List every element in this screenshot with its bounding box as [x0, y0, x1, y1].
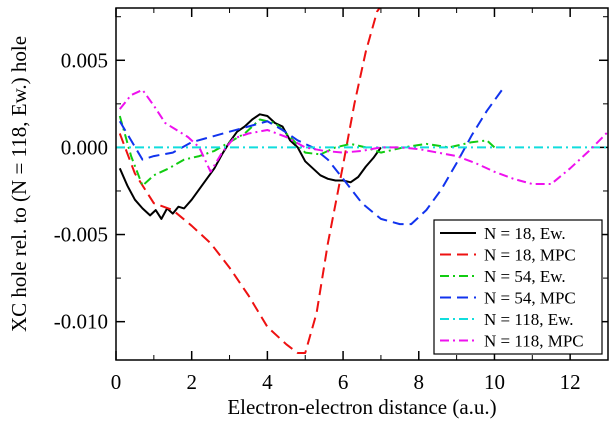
legend-label-6: N = 118, MPC — [484, 332, 584, 351]
series-line-6 — [119, 88, 608, 185]
y-tick-label: -0.010 — [54, 310, 108, 334]
series-line-3 — [118, 115, 496, 187]
legend-box — [433, 219, 603, 355]
x-tick-label: 10 — [484, 370, 505, 394]
x-tick-label: 6 — [338, 370, 349, 394]
x-tick-label: 12 — [560, 370, 581, 394]
series-line-4 — [118, 89, 503, 226]
x-tick-label: 0 — [111, 370, 122, 394]
legend-label-3: N = 54, Ew. — [484, 267, 566, 286]
legend-label-4: N = 54, MPC — [484, 289, 576, 308]
x-tick-label: 8 — [414, 370, 425, 394]
plot-frame — [115, 7, 609, 361]
x-tick-label: 2 — [186, 370, 197, 394]
x-axis-label: Electron-electron distance (a.u.) — [227, 395, 496, 419]
legend-label-5: N = 118, Ew. — [484, 310, 574, 329]
y-tick-label: -0.005 — [54, 223, 108, 247]
y-axis-label: XC hole rel. to (N = 118, Ew.) hole — [7, 36, 31, 332]
y-tick-label: 0.000 — [61, 135, 108, 159]
x-tick-label: 4 — [262, 370, 273, 394]
legend-label-1: N = 18, Ew. — [484, 224, 566, 243]
legend-label-2: N = 18, MPC — [484, 246, 576, 265]
series-line-2 — [118, 8, 381, 354]
y-tick-label: 0.005 — [61, 48, 108, 72]
series-line-1 — [118, 113, 382, 220]
